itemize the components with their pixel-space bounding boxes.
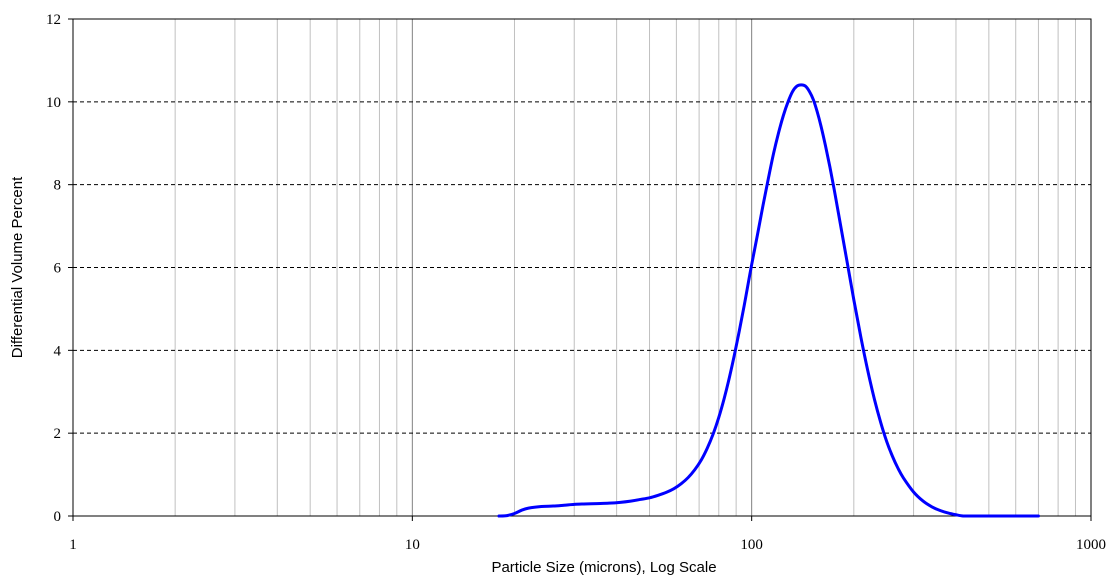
x-axis-ticks: 1 10 100 1000 (69, 516, 1106, 553)
y-tick-label: 6 (54, 261, 62, 277)
y-tick-label: 12 (46, 12, 61, 28)
plot-area-frame (72, 18, 1092, 517)
y-tick-label: 4 (54, 343, 62, 359)
y-tick-label: 2 (54, 426, 62, 442)
x-tick-label: 1000 (1076, 537, 1106, 553)
x-tick-label: 100 (740, 537, 763, 553)
x-axis-title: Particle Size (microns), Log Scale (491, 559, 716, 576)
y-tick-label: 8 (54, 178, 62, 194)
x-tick-label: 1 (69, 537, 77, 553)
y-axis-ticks: 0 2 4 6 8 10 12 (46, 12, 73, 525)
x-tick-label: 10 (405, 537, 420, 553)
series-line (497, 83, 1040, 518)
y-tick-label: 10 (46, 95, 61, 111)
grid (73, 19, 1091, 516)
y-axis-title: Differential Volume Percent (9, 176, 26, 358)
y-tick-label: 0 (54, 509, 62, 525)
